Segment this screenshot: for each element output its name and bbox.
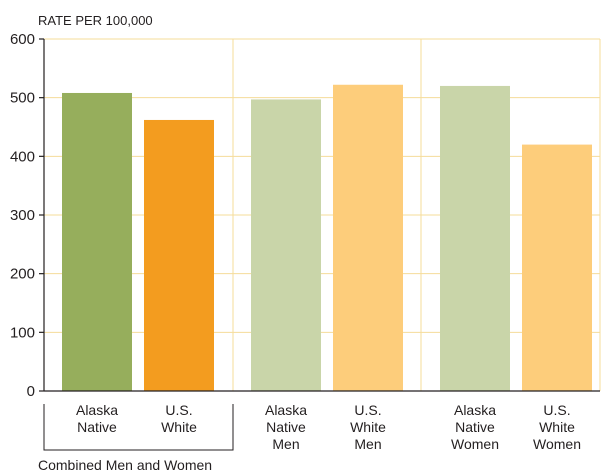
x-tick-label-3-line-3: Men [272,436,299,452]
bar-4 [333,84,403,391]
group-bracket: Combined Men and Women [38,404,234,473]
x-tick-label-6-line-2: White [539,419,575,435]
bar-3 [251,99,321,391]
x-tick-label-4-line-2: White [350,419,386,435]
y-axis-label: RATE PER 100,000 [38,13,153,28]
x-tick-label-4-line-1: U.S. [354,402,381,418]
x-tick-label-3-line-1: Alaska [265,402,307,418]
x-tick-labels: AlaskaNativeU.S.WhiteAlaskaNativeMenU.S.… [76,402,581,452]
x-tick-label-1-line-1: Alaska [76,402,118,418]
group-bracket-line [43,404,234,451]
y-tick-label-100: 100 [10,324,35,341]
bar-1 [62,92,132,392]
axes [39,38,600,392]
x-tick-label-5-line-3: Women [451,436,499,452]
y-tick-label-500: 500 [10,90,35,107]
x-tick-label-3-line-2: Native [266,419,306,435]
bar-5 [440,85,510,391]
bars [62,84,592,392]
y-tick-label-200: 200 [10,266,35,283]
y-tick-label-600: 600 [10,31,35,48]
bar-2 [144,119,214,392]
x-tick-label-2-line-1: U.S. [165,402,192,418]
y-tick-label-300: 300 [10,207,35,224]
y-tick-label-0: 0 [27,383,35,400]
group-label: Combined Men and Women [38,457,212,473]
x-tick-label-6-line-3: Women [533,436,581,452]
x-tick-label-1-line-2: Native [77,419,117,435]
gridlines [44,38,601,391]
x-tick-label-5-line-1: Alaska [454,402,496,418]
x-tick-label-5-line-2: Native [455,419,495,435]
x-tick-label-6-line-1: U.S. [543,402,570,418]
x-tick-label-2-line-2: White [161,419,197,435]
bar-6 [522,144,592,391]
y-tick-labels: 0 100 200 300 400 500 600 [10,31,35,400]
x-tick-label-4-line-3: Men [354,436,381,452]
y-tick-label-400: 400 [10,148,35,165]
